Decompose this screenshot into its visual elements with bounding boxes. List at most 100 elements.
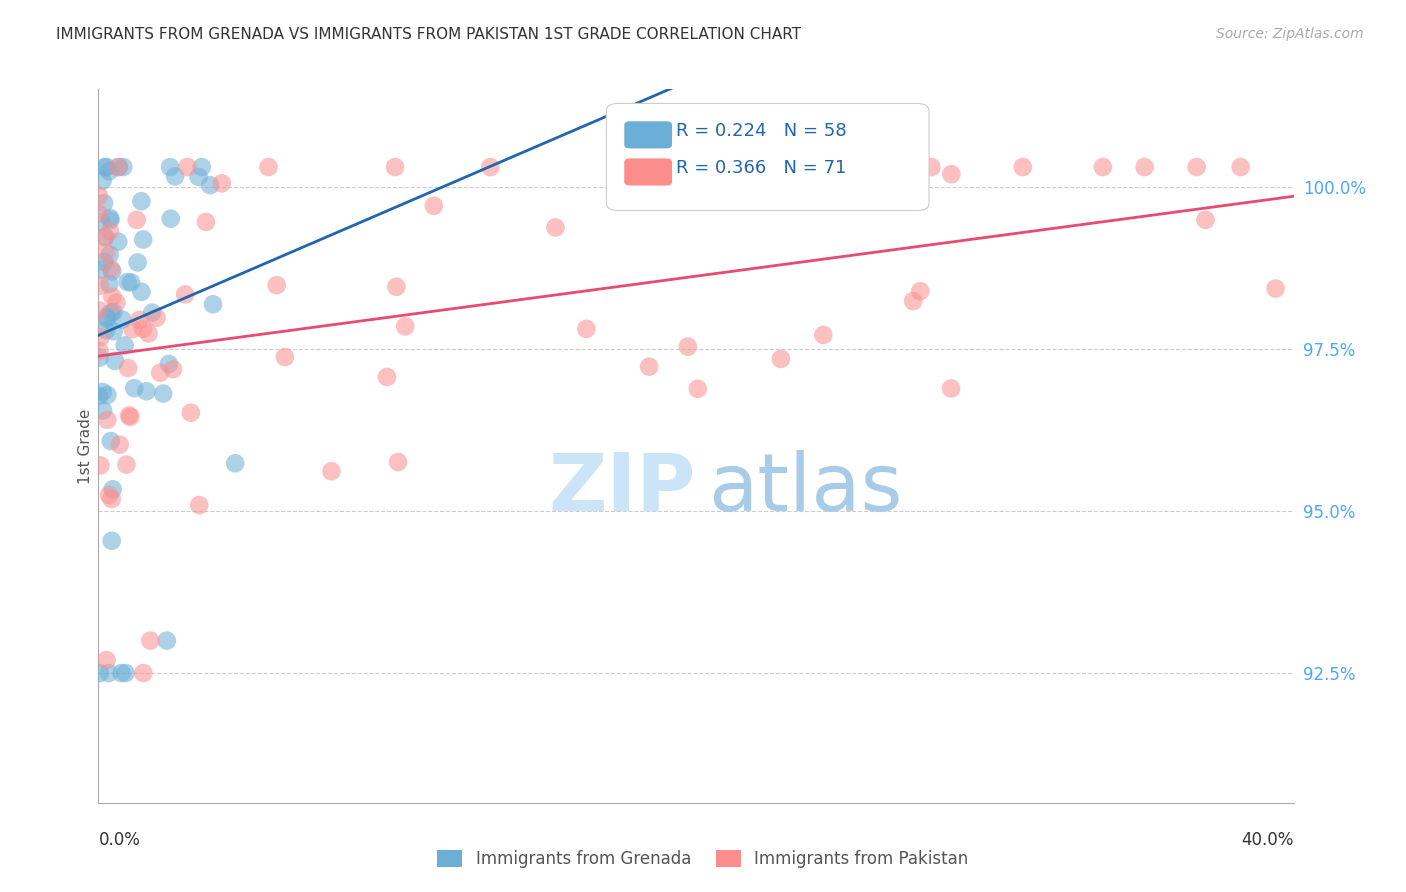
Point [187,169,209,184]
Point [100,305,122,319]
Point [98,164,121,178]
Point [176,160,198,174]
Point [162,362,184,376]
Point [266,278,288,293]
Point [135,384,157,399]
Point [93,160,115,174]
Point [138,326,160,341]
FancyBboxPatch shape [624,159,672,186]
Point [910,284,932,298]
Text: Source: ZipAtlas.com: Source: ZipAtlas.com [1216,27,1364,41]
Point [114,338,136,352]
Point [100,213,122,227]
Point [159,211,181,226]
Point [94,230,117,244]
Point [112,160,135,174]
Point [96,653,118,667]
Text: IMMIGRANTS FROM GRENADA VS IMMIGRANTS FROM PAKISTAN 1ST GRADE CORRELATION CHART: IMMIGRANTS FROM GRENADA VS IMMIGRANTS FR… [56,27,801,42]
Point [920,160,942,174]
Point [141,305,163,319]
Point [104,354,127,368]
Point [132,232,155,246]
Point [120,409,142,424]
Point [257,160,280,174]
Point [89,278,111,293]
Point [638,359,661,374]
Text: 40.0%: 40.0% [1241,831,1294,849]
Point [98,224,121,238]
Point [745,160,768,174]
Point [274,350,297,364]
Point [1185,160,1208,174]
Point [174,287,197,301]
Point [96,413,118,427]
FancyBboxPatch shape [606,103,929,211]
Point [479,160,502,174]
Point [201,297,224,311]
Point [321,464,343,478]
Point [120,276,142,290]
Point [107,160,129,174]
Point [125,212,148,227]
Point [89,262,111,277]
Point [423,199,446,213]
Point [117,275,139,289]
Point [101,483,124,497]
Point [89,207,111,221]
Point [114,666,136,681]
Point [96,388,118,402]
Point [156,633,179,648]
Point [686,382,709,396]
Point [110,666,132,681]
Point [87,303,110,318]
Point [98,488,121,502]
Point [97,666,120,681]
Point [124,381,146,395]
Point [89,344,111,359]
Point [89,351,111,365]
Point [101,264,124,278]
Point [1229,160,1251,174]
Text: atlas: atlas [709,450,903,528]
Point [159,160,181,174]
Point [131,285,153,299]
Point [769,351,792,366]
Point [93,255,115,269]
Point [1011,160,1033,174]
Point [375,370,398,384]
Point [194,215,217,229]
Point [149,366,172,380]
Point [1264,281,1286,295]
Point [103,305,125,319]
Point [96,323,118,337]
Point [89,666,111,681]
Text: 0.0%: 0.0% [98,831,141,849]
Point [98,211,121,225]
Point [157,357,180,371]
Point [87,389,110,403]
Point [1194,212,1216,227]
Point [100,434,122,448]
Point [121,322,143,336]
Point [394,319,416,334]
Point [188,498,211,512]
Point [98,277,121,291]
Point [117,361,139,376]
Point [128,313,150,327]
Point [100,492,122,507]
Point [90,330,112,344]
Point [96,312,118,326]
Point [93,230,115,244]
Point [96,160,118,174]
Point [98,248,121,262]
Point [107,160,129,174]
Point [101,290,124,304]
Point [93,196,115,211]
Point [132,666,155,681]
Point [107,235,129,249]
Text: ZIP: ZIP [548,450,696,528]
Point [211,177,233,191]
Point [131,194,153,209]
Point [139,633,162,648]
Point [91,384,114,399]
